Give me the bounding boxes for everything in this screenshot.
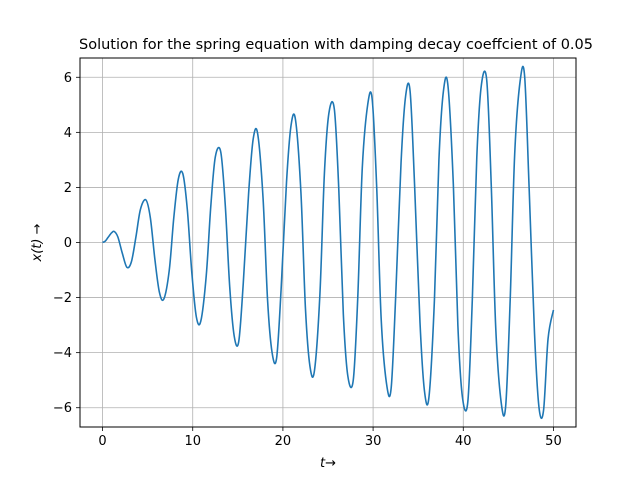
y-tick-label: 6 — [64, 71, 72, 86]
series-line — [102, 65, 555, 420]
y-tick-label: −4 — [53, 346, 72, 361]
series-layer — [102, 65, 555, 420]
x-tick-label: 30 — [365, 434, 382, 449]
x-tick-label: 0 — [98, 434, 106, 449]
chart-title: Solution for the spring equation with da… — [79, 37, 593, 53]
x-axis-label: t→ — [320, 456, 336, 471]
y-tick-label: 4 — [64, 126, 72, 141]
ticks: 0 10 20 30 40 50 −6 −4 −2 0 2 4 6 — [53, 71, 562, 449]
x-tick-label: 40 — [455, 434, 472, 449]
y-tick-label: −6 — [53, 401, 72, 416]
y-tick-label: 0 — [64, 236, 72, 251]
y-axis-label: x(t) → — [30, 223, 45, 262]
y-tick-label: −2 — [53, 291, 72, 306]
y-tick-label: 2 — [64, 181, 72, 196]
x-tick-label: 10 — [184, 434, 201, 449]
x-tick-label: 50 — [545, 434, 562, 449]
x-tick-label: 20 — [275, 434, 292, 449]
